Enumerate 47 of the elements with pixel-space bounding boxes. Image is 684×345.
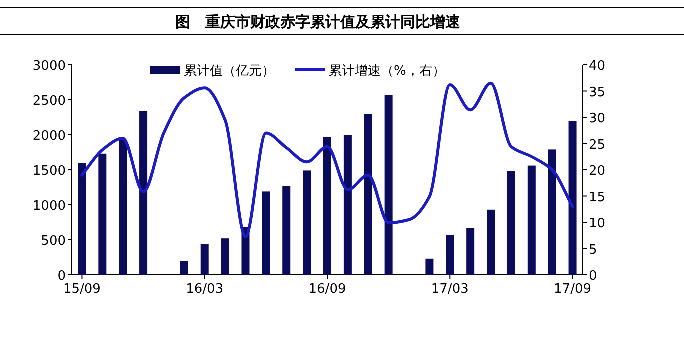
bar: [446, 235, 454, 275]
y2-tick-label: 15: [589, 190, 606, 206]
bar: [180, 261, 188, 275]
bar: [507, 171, 516, 275]
bar: [426, 258, 434, 275]
bar: [344, 135, 352, 275]
x-tick-label: 15/09: [63, 282, 101, 297]
legend-label: 累计增速（%，右）: [329, 64, 446, 79]
y2-tick-label: 30: [589, 112, 606, 126]
y-tick-label: 2500: [32, 94, 66, 109]
x-tick-label: 16/09: [308, 282, 346, 297]
y-tick-label: 2000: [32, 129, 66, 144]
y2-tick-label: 35: [589, 85, 606, 100]
chart-title: 图 重庆市财政赤字累计值及累计同比增速: [176, 13, 462, 31]
y-tick-label: 3000: [32, 59, 66, 74]
bar: [324, 137, 332, 275]
y-tick-label: 0: [58, 269, 66, 284]
y2-tick-label: 25: [589, 138, 606, 153]
x-tick-label: 17/09: [554, 282, 592, 297]
y2-tick-label: 40: [589, 59, 606, 74]
y-tick-label: 500: [41, 234, 66, 249]
bar: [466, 228, 475, 275]
bar: [98, 154, 107, 275]
bar: [119, 140, 128, 275]
y2-tick-label: 5: [589, 242, 598, 258]
bar: [303, 170, 312, 275]
line-series: [80, 82, 574, 238]
bar: [140, 111, 148, 275]
legend-label: 累计值（亿元）: [184, 64, 275, 79]
y2-tick-label: 0: [589, 269, 598, 284]
x-tick-label: 17/03: [431, 282, 469, 297]
y2-tick-label: 20: [589, 164, 606, 179]
y2-tick-label: 10: [589, 216, 606, 232]
bar: [528, 166, 536, 275]
bar: [200, 244, 209, 275]
bar: [384, 95, 393, 275]
bar: [221, 238, 230, 275]
bar: [282, 186, 291, 275]
bar: [78, 163, 86, 275]
bar: [364, 114, 372, 275]
y-tick-label: 1000: [32, 199, 66, 214]
bar: [548, 150, 556, 275]
bar: [487, 210, 496, 275]
y-tick-label: 1500: [32, 164, 66, 179]
bar: [262, 192, 270, 275]
x-tick-label: 16/03: [186, 282, 224, 297]
bar: [568, 121, 577, 275]
